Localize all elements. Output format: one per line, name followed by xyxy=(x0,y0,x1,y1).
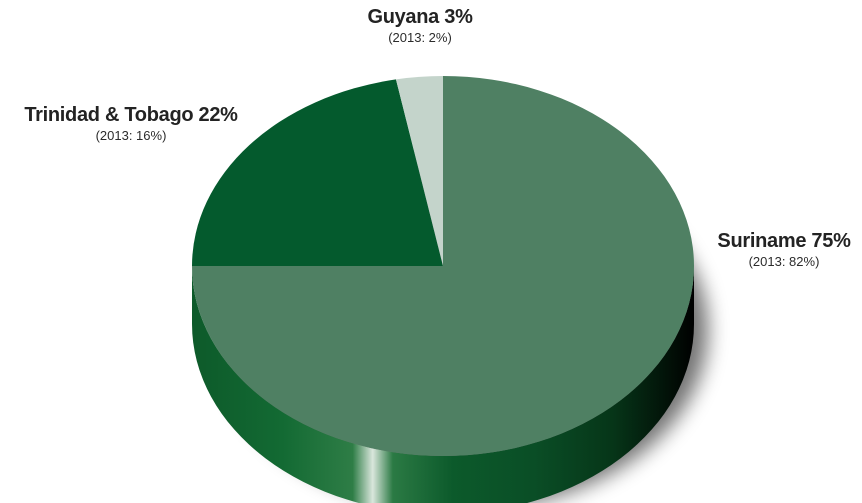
slice-label-trinidad-tobago-text: Trinidad & Tobago 22% xyxy=(24,104,238,126)
pie-side-wall xyxy=(192,266,694,503)
pie-slice-trinidad-tobago xyxy=(192,79,443,267)
pie-slice-guyana xyxy=(395,76,443,266)
slice-label-suriname-text: Suriname 75% xyxy=(717,230,851,252)
slice-label-guyana-2013: (2013: 2%) xyxy=(388,30,452,45)
slice-label-guyana-text: Guyana 3% xyxy=(367,6,473,28)
slice-label-trinidad-tobago: Trinidad & Tobago 22% (2013: 16%) xyxy=(0,104,262,143)
slice-label-suriname-2013: (2013: 82%) xyxy=(748,254,820,269)
slice-label-suriname: Suriname 75% (2013: 82%) xyxy=(705,230,862,269)
slice-label-trinidad-tobago-2013: (2013: 16%) xyxy=(95,128,167,143)
slice-label-guyana: Guyana 3% (2013: 2%) xyxy=(300,6,540,45)
